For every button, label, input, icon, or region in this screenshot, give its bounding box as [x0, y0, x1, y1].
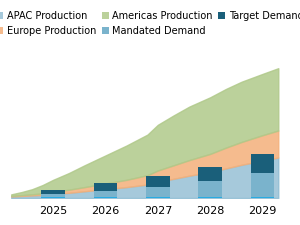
Bar: [94, 183, 117, 191]
Bar: [94, 191, 117, 198]
Bar: [251, 173, 274, 198]
Bar: [146, 187, 169, 198]
Bar: [146, 197, 169, 198]
Bar: [251, 197, 274, 198]
Legend: APAC Production, Europe Production, Americas Production, Mandated Demand, Target: APAC Production, Europe Production, Amer…: [0, 11, 300, 36]
Bar: [198, 167, 222, 181]
Bar: [41, 190, 65, 194]
Bar: [41, 197, 65, 198]
Bar: [198, 181, 222, 198]
Bar: [94, 197, 117, 198]
Bar: [198, 197, 222, 198]
Bar: [251, 154, 274, 173]
Bar: [146, 176, 169, 187]
Bar: [41, 194, 65, 198]
